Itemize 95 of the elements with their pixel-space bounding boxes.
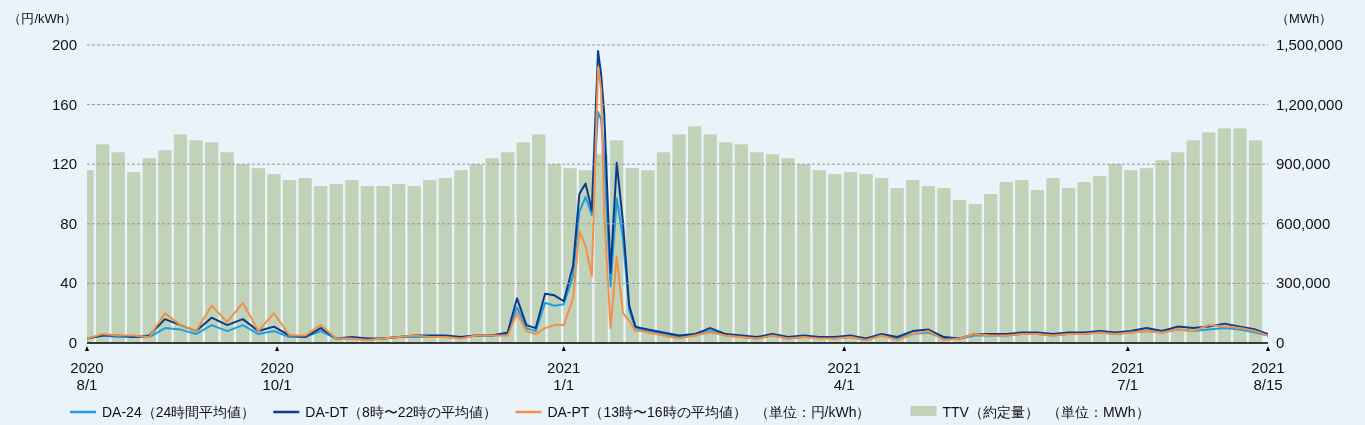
bar <box>921 186 935 343</box>
x-tick-label: 2021 7/1 <box>1111 359 1145 393</box>
bar <box>236 164 250 343</box>
text: （単位：MWh） <box>1046 404 1150 420</box>
y2-tick-label: 1,200,000 <box>1276 95 1343 113</box>
bar <box>532 134 546 343</box>
legend-label: TTV（約定量） <box>942 404 1039 420</box>
bar <box>843 172 858 343</box>
bar <box>142 158 156 343</box>
bar <box>828 174 842 343</box>
bar <box>329 184 343 343</box>
bar <box>859 174 873 343</box>
bar <box>1093 176 1107 343</box>
bar <box>1202 132 1216 343</box>
bar <box>516 142 530 343</box>
y-tick-label: 120 <box>51 155 77 173</box>
legend-label: DA-DT（8時〜22時の平均値） <box>305 404 498 420</box>
bar <box>781 158 795 343</box>
bar <box>1248 140 1263 343</box>
bar <box>1046 178 1060 343</box>
bar <box>812 170 826 343</box>
y2-tick-label: 900,000 <box>1276 155 1331 173</box>
bar <box>423 180 437 343</box>
bar <box>345 180 359 343</box>
y-tick-label: 200 <box>51 36 77 53</box>
bar <box>469 164 484 343</box>
bar <box>251 168 266 343</box>
bar <box>127 172 141 343</box>
y-tick-label: 160 <box>51 95 77 113</box>
y2-tick-label: 600,000 <box>1276 214 1331 232</box>
bar <box>874 178 889 343</box>
y2-tick-label: 0 <box>1276 334 1285 351</box>
bar <box>968 203 982 343</box>
bar <box>1171 152 1185 343</box>
bar <box>267 174 281 343</box>
bar <box>641 170 655 343</box>
legend-label: DA-24（24時間平均値） <box>102 404 256 420</box>
bar <box>298 178 312 343</box>
x-tick-label: 2020 8/1 <box>70 359 104 393</box>
bar <box>205 142 219 343</box>
bar <box>656 152 671 343</box>
bar <box>734 144 748 343</box>
x-tick-label: 2021 1/1 <box>547 359 581 393</box>
bar <box>438 178 452 343</box>
bar <box>672 134 686 343</box>
bar <box>407 186 421 343</box>
bar <box>220 152 234 343</box>
x-tick-label: 2021 4/1 <box>827 359 861 393</box>
y-tick-label: 0 <box>68 334 77 351</box>
bar <box>454 170 468 343</box>
bar <box>282 180 297 343</box>
bar <box>999 182 1013 343</box>
bar <box>984 194 998 343</box>
bar <box>1217 128 1231 343</box>
bar <box>1233 128 1247 343</box>
y-axis-title: （円/kWh） <box>8 11 77 26</box>
x-tick-label: 2020 10/1 <box>260 359 294 393</box>
bar <box>391 184 406 343</box>
bar <box>189 140 203 343</box>
bar <box>1124 170 1138 343</box>
bar <box>703 134 717 343</box>
x-tick-label: 2021 8/15 <box>1251 359 1285 393</box>
bar <box>376 186 390 343</box>
y2-axis-title: （MWh） <box>1276 11 1333 26</box>
bar <box>688 126 702 343</box>
bar <box>890 188 904 343</box>
bar <box>111 152 125 343</box>
text: （単位：円/kWh） <box>754 404 871 420</box>
bar <box>1061 188 1076 343</box>
bar <box>1015 180 1029 343</box>
bar <box>1030 190 1045 343</box>
bar <box>158 150 172 343</box>
bar <box>501 152 515 343</box>
legend-label: DA-PT（13時〜16時の平均値） <box>547 404 747 420</box>
bar <box>485 158 499 343</box>
bar <box>750 152 764 343</box>
y-tick-label: 80 <box>60 214 77 232</box>
bar <box>719 142 733 343</box>
bar <box>1139 168 1154 343</box>
bar <box>1155 160 1169 343</box>
bar <box>797 164 811 343</box>
bar <box>952 199 967 343</box>
bar <box>765 154 780 343</box>
bar <box>314 186 328 343</box>
bar <box>937 188 951 343</box>
y-tick-label: 40 <box>60 274 77 292</box>
y2-tick-label: 1,500,000 <box>1276 36 1343 53</box>
bar <box>360 186 375 343</box>
bar <box>1077 182 1091 343</box>
bar <box>1108 164 1122 343</box>
y2-tick-label: 300,000 <box>1276 274 1331 292</box>
bar <box>1186 140 1200 343</box>
bar <box>173 134 188 343</box>
bar <box>547 164 562 343</box>
bar <box>906 180 920 343</box>
